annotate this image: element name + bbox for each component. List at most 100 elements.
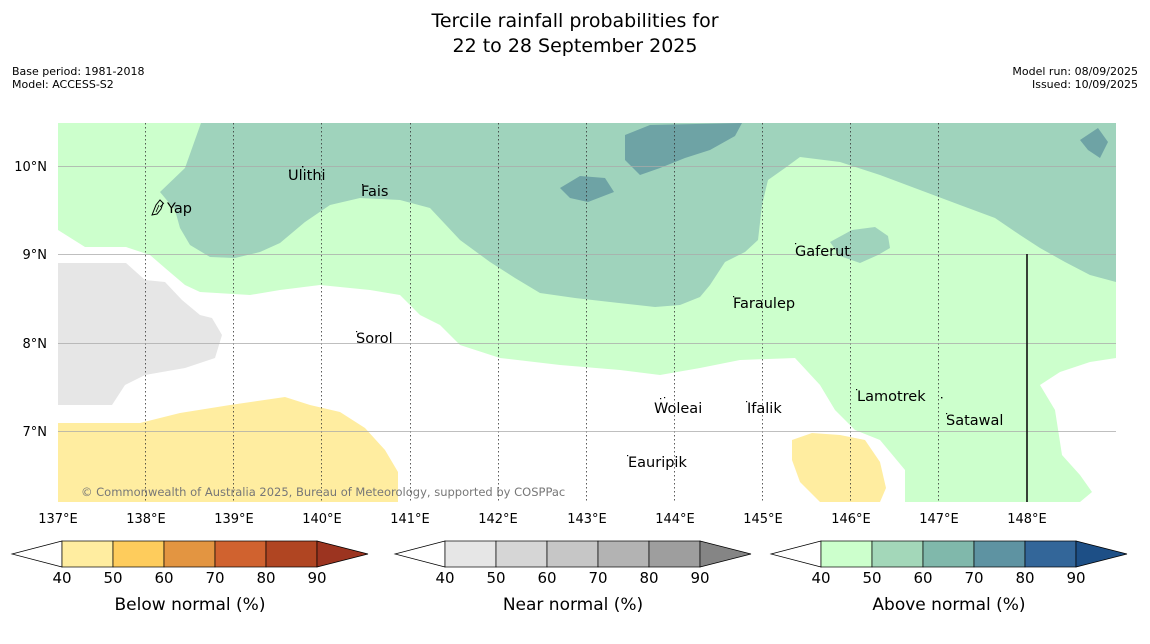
marker-fais xyxy=(362,184,364,186)
legend-above-normal-swatch-90 xyxy=(1024,540,1077,568)
legend-above-normal-label: Above normal (%) xyxy=(872,595,1025,615)
legend-near-normal-tick-70: 70 xyxy=(588,569,607,587)
legend-below-normal-tick-90: 90 xyxy=(307,569,326,587)
legend-near-normal-low-arrow xyxy=(393,540,446,568)
lon-label-138e: 138°E xyxy=(126,512,166,527)
lat-label-8n: 8°N xyxy=(23,337,48,352)
place-label-ulithi: Ulithi xyxy=(288,168,326,184)
issued-date: Issued: 10/09/2025 xyxy=(1031,78,1138,91)
legend-near-normal-tick-50: 50 xyxy=(486,569,505,587)
legend-near-normal-swatch-70 xyxy=(546,540,599,568)
legend-below-normal-swatch-70 xyxy=(163,540,216,568)
legend-above-normal-swatch-50 xyxy=(820,540,873,568)
lon-label-140e: 140°E xyxy=(302,512,342,527)
legend-above-normal-tick-60: 60 xyxy=(913,569,932,587)
lon-label-141e: 141°E xyxy=(390,512,430,527)
legend-above-normal-tick-70: 70 xyxy=(964,569,983,587)
legend-above-normal-tick-80: 80 xyxy=(1015,569,1034,587)
legend-below-normal-tick-70: 70 xyxy=(205,569,224,587)
legend-below-normal-low-arrow xyxy=(10,540,63,568)
legend-above-normal-tick-50: 50 xyxy=(862,569,881,587)
legend-below-normal-tick-50: 50 xyxy=(103,569,122,587)
marker-lamotrek xyxy=(856,389,858,391)
place-label-fais: Fais xyxy=(361,184,388,200)
legend-near-normal-swatch-90 xyxy=(648,540,701,568)
marker-faraulep xyxy=(733,296,735,298)
lon-label-148e: 148°E xyxy=(1007,512,1047,527)
legend-above-normal-swatch-80 xyxy=(973,540,1026,568)
region-below-normal-west xyxy=(58,397,398,502)
legend-below-normal-high-arrow xyxy=(316,540,369,568)
lon-label-137e: 137°E xyxy=(38,512,78,527)
marker-eauripik xyxy=(627,455,629,457)
region-near-normal-50-60 xyxy=(58,263,222,405)
lon-label-146e: 146°E xyxy=(831,512,871,527)
marker-sorol xyxy=(356,331,358,333)
legend-near-normal-tick-60: 60 xyxy=(537,569,556,587)
legend-below-normal-tick-60: 60 xyxy=(154,569,173,587)
legend-near-normal-high-arrow xyxy=(699,540,752,568)
legend-below-normal-swatch-50 xyxy=(61,540,114,568)
region-above-normal-70-80-north xyxy=(625,123,742,175)
legend-near-normal-swatch-50 xyxy=(444,540,497,568)
legend-near-normal-tick-40: 40 xyxy=(435,569,454,587)
map-area: Yap Ulithi Fais Gaferut Faraulep Sorol W… xyxy=(58,123,1116,502)
meta-left: Base period: 1981-2018 Model: ACCESS-S2 xyxy=(12,65,144,91)
place-label-gaferut: Gaferut xyxy=(795,244,850,260)
lon-label-143e: 143°E xyxy=(567,512,607,527)
legend-below-normal-tick-40: 40 xyxy=(52,569,71,587)
lon-label-144e: 144°E xyxy=(655,512,695,527)
legend-below-normal-swatch-90 xyxy=(265,540,318,568)
legend-below-normal-tick-80: 80 xyxy=(256,569,275,587)
lon-label-145e: 145°E xyxy=(743,512,783,527)
legend-above-normal-swatch-60 xyxy=(871,540,924,568)
place-label-eauripik: Eauripik xyxy=(628,455,687,471)
legend-above-normal-low-arrow xyxy=(769,540,822,568)
region-above-normal-70-80-central xyxy=(560,176,614,202)
marker-lamotrek-east xyxy=(941,397,943,399)
legend-below-normal-label: Below normal (%) xyxy=(115,595,266,615)
model-run: Model run: 08/09/2025 xyxy=(1012,65,1138,78)
legend-below-normal: 40 50 60 70 80 90 Below normal (%) xyxy=(10,540,369,615)
base-period: Base period: 1981-2018 xyxy=(12,65,145,78)
lon-label-147e: 147°E xyxy=(919,512,959,527)
lat-label-9n: 9°N xyxy=(23,248,48,263)
lon-label-142e: 142°E xyxy=(478,512,518,527)
legend-above-normal: 40 50 60 70 80 90 Above normal (%) xyxy=(769,540,1128,615)
yap-island-outline xyxy=(151,199,164,216)
meta-right: Model run: 08/09/2025 Issued: 10/09/2025 xyxy=(1012,65,1138,91)
place-label-faraulep: Faraulep xyxy=(733,296,795,312)
map-title-line-2: 22 to 28 September 2025 xyxy=(452,35,698,57)
marker-ulithi-2 xyxy=(289,170,291,172)
place-label-woleai: Woleai xyxy=(654,401,702,417)
place-label-lamotrek: Lamotrek xyxy=(857,389,926,405)
marker-woleai-2 xyxy=(664,397,666,399)
longitude-gridlines xyxy=(145,123,939,502)
latitude-gridlines xyxy=(58,166,1116,432)
map-title-line-1: Tercile rainfall probabilities for xyxy=(431,10,719,32)
region-above-normal-70-80-east xyxy=(1080,128,1108,158)
region-above-normal-60-70-gaferut xyxy=(830,227,890,263)
legend-near-normal-tick-90: 90 xyxy=(690,569,709,587)
legend-near-normal-label: Near normal (%) xyxy=(503,595,643,615)
legend-above-normal-swatch-70 xyxy=(922,540,975,568)
latitude-labels: 10°N 9°N 8°N 7°N xyxy=(14,160,47,440)
legend-below-normal-swatch-80 xyxy=(214,540,267,568)
region-above-normal-60-70 xyxy=(160,123,1116,307)
legend-near-normal: 40 50 60 70 80 90 Near normal (%) xyxy=(393,540,752,615)
lat-label-7n: 7°N xyxy=(23,425,48,440)
legend-below-normal-swatch-60 xyxy=(112,540,165,568)
legend-above-normal-high-arrow xyxy=(1075,540,1128,568)
place-label-sorol: Sorol xyxy=(356,331,393,347)
legend-above-normal-tick-40: 40 xyxy=(811,569,830,587)
marker-gaferut xyxy=(795,243,797,245)
place-label-satawal: Satawal xyxy=(946,413,1003,429)
longitude-labels: 137°E 138°E 139°E 140°E 141°E 142°E 143°… xyxy=(38,512,1047,527)
legend-near-normal-tick-80: 80 xyxy=(639,569,658,587)
copyright-notice: © Commonwealth of Australia 2025, Bureau… xyxy=(81,485,565,499)
marker-ulithi xyxy=(302,166,304,168)
region-below-normal-east xyxy=(792,433,886,502)
region-above-normal-50-60 xyxy=(58,123,1116,502)
place-label-ifalik: Ifalik xyxy=(747,401,782,417)
